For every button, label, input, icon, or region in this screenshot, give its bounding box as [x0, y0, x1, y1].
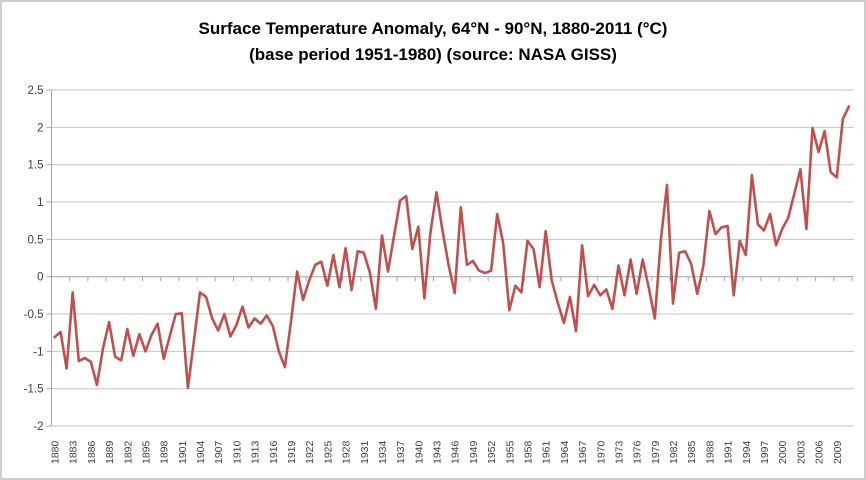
x-tick-label: 1907 [213, 440, 225, 464]
x-tick-label: 1961 [541, 440, 553, 464]
x-tick-label: 1904 [195, 440, 207, 464]
x-tick-label: 1883 [68, 440, 80, 464]
y-tick-label: 0.5 [28, 234, 44, 246]
x-tick-label: 1943 [432, 440, 444, 464]
x-tick-label: 1985 [686, 440, 698, 464]
y-tick-label: 2 [37, 122, 43, 134]
x-tick-label: 1925 [322, 440, 334, 464]
x-tick-label: 2009 [832, 440, 844, 464]
x-tick-label: 2000 [777, 440, 789, 464]
x-tick-label: 1889 [104, 440, 116, 464]
x-tick-label: 1910 [231, 440, 243, 464]
y-tick-label: -2 [33, 421, 43, 433]
y-tick-label: -1 [33, 346, 43, 358]
chart-title-line1: Surface Temperature Anomaly, 64°N - 90°N… [198, 19, 668, 38]
x-tick-label: 1880 [50, 440, 62, 464]
x-tick-label: 1898 [159, 440, 171, 464]
x-tick-label: 1967 [577, 440, 589, 464]
x-tick-label: 1994 [741, 440, 753, 464]
x-tick-label: 1946 [450, 440, 462, 464]
x-tick-label: 1937 [395, 440, 407, 464]
x-tick-label: 1886 [86, 440, 98, 464]
x-tick-label: 1916 [268, 440, 280, 464]
x-tick-label: 1901 [177, 440, 189, 464]
temperature-anomaly-series [53, 105, 851, 390]
chart-title-line2: (base period 1951-1980) (source: NASA GI… [249, 45, 617, 64]
x-tick-label: 1988 [704, 440, 716, 464]
x-tick-label: 1958 [522, 440, 534, 464]
x-tick-label: 1949 [468, 440, 480, 464]
x-tick-label: 1895 [140, 440, 152, 464]
x-tick-label: 1964 [559, 440, 571, 464]
x-tick-label: 1955 [504, 440, 516, 464]
x-tick-label: 1982 [668, 440, 680, 464]
y-tick-label: -0.5 [24, 309, 44, 321]
x-tick-label: 1991 [723, 440, 735, 464]
x-tick-label: 1934 [377, 440, 389, 464]
x-tick-label: 1913 [250, 440, 262, 464]
x-tick-label: 1931 [359, 440, 371, 464]
x-tick-label: 1970 [595, 440, 607, 464]
y-tick-label: 0 [37, 272, 43, 284]
y-tick-label: 1 [37, 197, 43, 209]
x-tick-label: 1940 [413, 440, 425, 464]
y-tick-label: -1.5 [24, 384, 44, 396]
chart-title: Surface Temperature Anomaly, 64°N - 90°N… [2, 16, 864, 68]
x-tick-label: 1919 [286, 440, 298, 464]
x-tick-label: 1997 [759, 440, 771, 464]
x-tick-label: 2003 [795, 440, 807, 464]
x-tick-label: 1928 [341, 440, 353, 464]
x-tick-label: 1976 [632, 440, 644, 464]
x-tick-label: 1973 [613, 440, 625, 464]
x-tick-label: 1892 [122, 440, 134, 464]
x-tick-label: 1952 [486, 440, 498, 464]
x-tick-label: 2006 [814, 440, 826, 464]
x-tick-label: 1922 [304, 440, 316, 464]
y-tick-label: 2.5 [28, 85, 44, 97]
y-tick-label: 1.5 [28, 160, 44, 172]
x-tick-label: 1979 [650, 440, 662, 464]
